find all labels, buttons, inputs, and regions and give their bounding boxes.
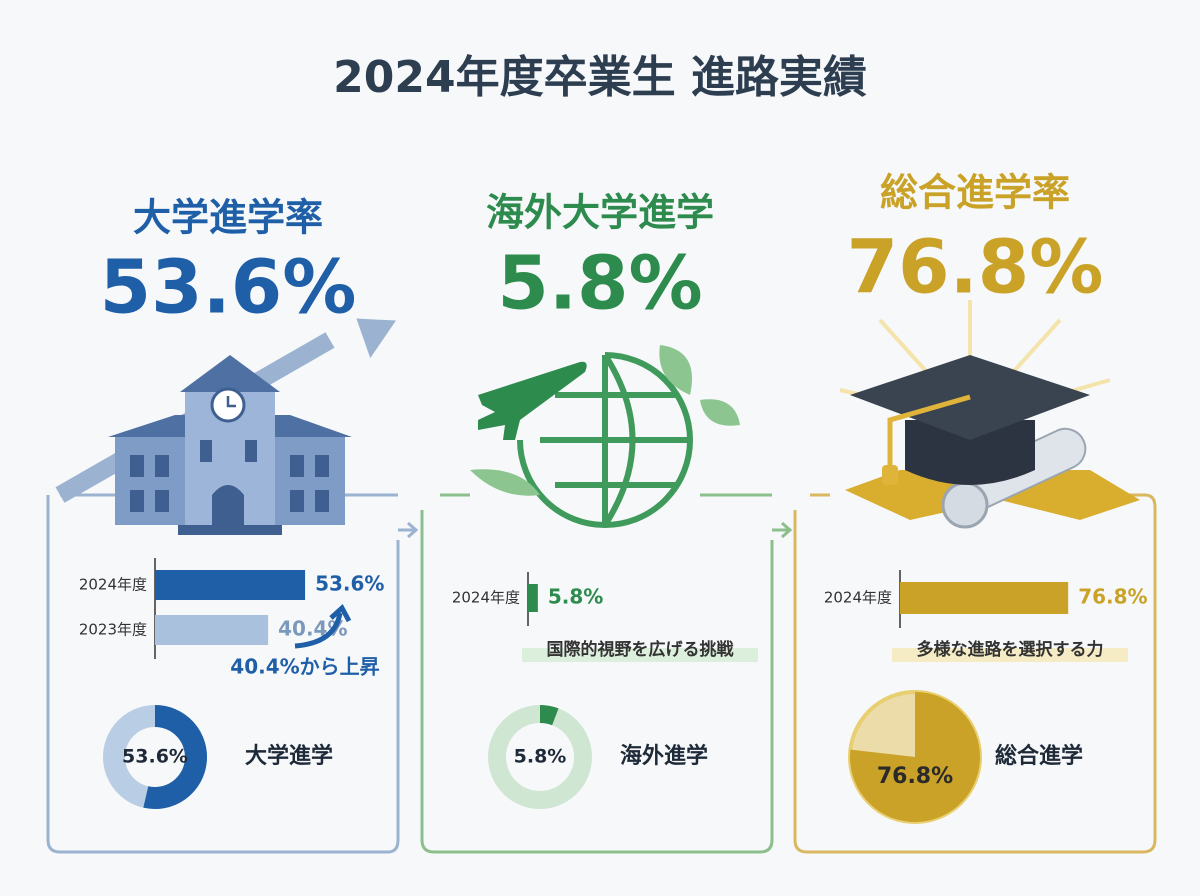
trend-arrow (294, 603, 352, 649)
headline-value: 5.8% (497, 241, 702, 327)
connector (398, 521, 419, 539)
annotation-highlight (892, 648, 1128, 662)
bar (528, 584, 538, 612)
panel-frame (793, 493, 1157, 854)
category-label: 2024年度 (79, 576, 147, 594)
value-label: 5.8% (548, 585, 603, 609)
connector (772, 521, 793, 539)
annotation: 40.4%から上昇 (230, 655, 379, 679)
value-label: 76.8% (1078, 585, 1147, 609)
value-label: 53.6% (315, 572, 384, 596)
bar (900, 582, 1069, 614)
panel-heading: 総合進学率 (880, 171, 1070, 215)
page-title: 2024年度卒業生 進路実績 (333, 52, 867, 103)
panel-heading: 海外大学進学 (486, 191, 714, 235)
annotation: 国際的視野を広げる挑戦 (547, 639, 735, 660)
annotation-highlight (522, 648, 758, 662)
pie-slice (850, 692, 981, 823)
globe-icon (470, 345, 740, 528)
panel-frame (420, 493, 774, 854)
legend-label: 海外進学 (620, 743, 708, 769)
legend-label: 総合進学 (995, 743, 1083, 769)
category-label: 2023年度 (79, 621, 147, 639)
category-label: 2024年度 (452, 589, 520, 607)
graduation-icon (839, 300, 1140, 529)
headline-value: 53.6% (100, 245, 357, 331)
category-label: 2024年度 (824, 589, 892, 607)
donut-slice (539, 705, 559, 726)
center-label: 5.8% (514, 746, 567, 768)
center-label: 53.6% (122, 746, 188, 768)
panel-heading: 大学進学率 (133, 196, 323, 240)
bar (155, 570, 306, 600)
legend-label: 大学進学 (245, 743, 333, 769)
annotation: 多様な進路を選択する力 (917, 639, 1104, 660)
headline-value: 76.8% (847, 225, 1104, 311)
donut-slice (143, 705, 207, 809)
center-label: 76.8% (877, 764, 953, 789)
school-icon (55, 318, 397, 535)
bar (155, 615, 269, 645)
